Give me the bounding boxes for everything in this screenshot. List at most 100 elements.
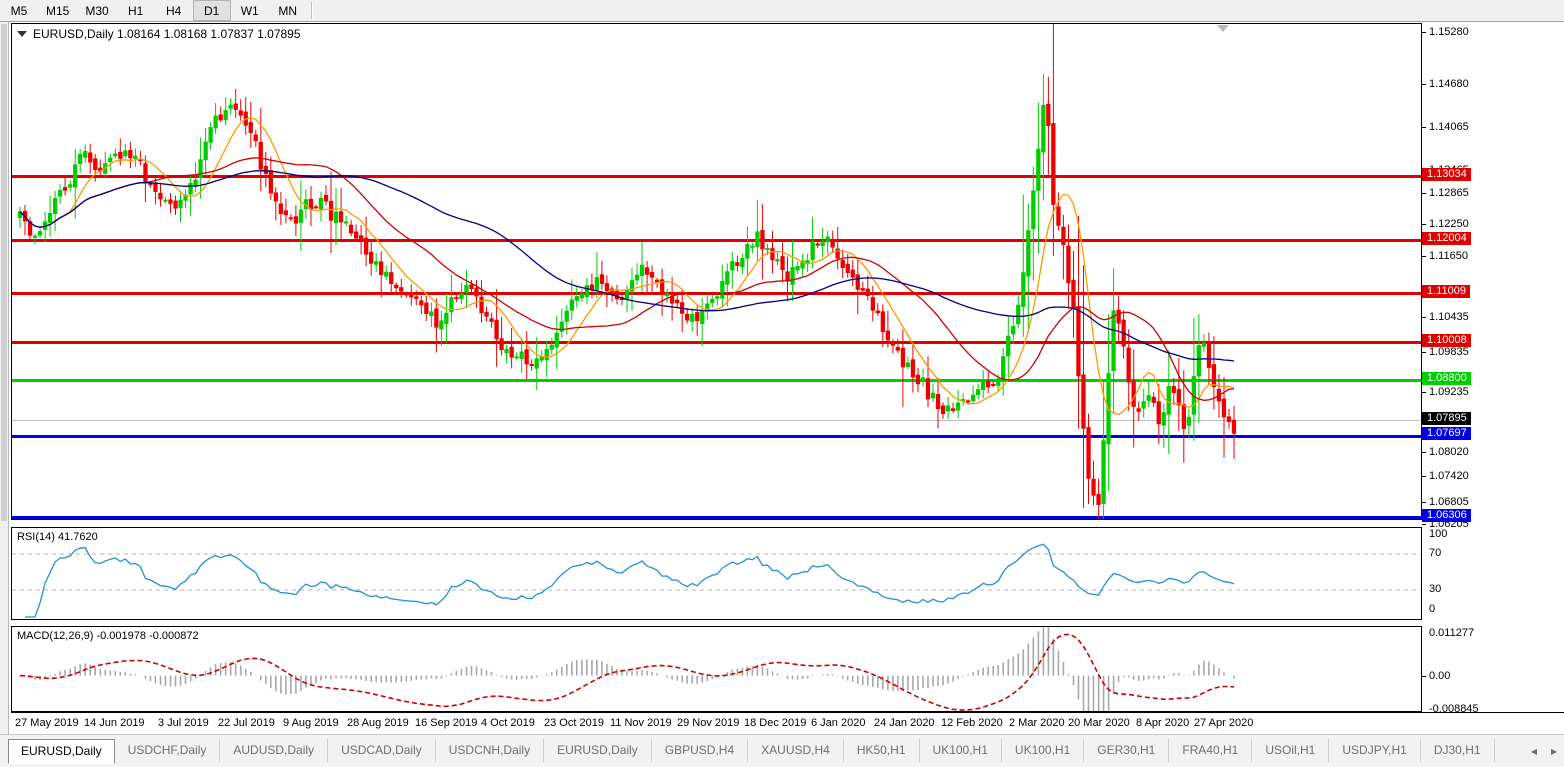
date-tick: 27 Apr 2020 (1194, 717, 1254, 729)
price-axis[interactable]: 1.15280 1.14680 1.14065 1.13465 1.12865 … (1422, 23, 1564, 530)
chart-tab-usdcnh-daily[interactable]: USDCNH,Daily (436, 739, 545, 762)
ma-fast-line (19, 117, 1235, 416)
price-tick: 1.09235 (1422, 387, 1469, 398)
rsi-series (12, 543, 1421, 618)
price-tick: 1.11650 (1422, 251, 1468, 262)
chart-tab-uk100-h1[interactable]: UK100,H1 (920, 739, 1002, 762)
price-level-badge-resistance[interactable]: 1.12004 (1422, 232, 1471, 245)
chart-tab-hk50-h1[interactable]: HK50,H1 (844, 739, 920, 762)
date-axis[interactable]: 27 May 2019 14 Jun 2019 3 Jul 2019 22 Ju… (11, 712, 1564, 734)
chart-area: EURUSD,Daily 1.08164 1.08168 1.07837 1.0… (9, 22, 1564, 734)
rsi-indicator-pane[interactable]: RSI(14) 41.7620 (11, 527, 1422, 620)
pivot-line-1-08800[interactable] (12, 379, 1421, 382)
timeframe-m15[interactable]: M15 (46, 3, 70, 18)
macd-label: MACD(12,26,9) -0.001978 -0.000872 (17, 630, 199, 642)
date-tick: 3 Jul 2019 (158, 717, 209, 729)
date-tick: 16 Sep 2019 (415, 717, 478, 729)
vertical-scrollbar[interactable] (0, 22, 9, 734)
symbol-ohlc-text: EURUSD,Daily 1.08164 1.08168 1.07837 1.0… (33, 27, 301, 41)
macd-tick: -0.008845 (1429, 703, 1479, 715)
price-level-badge-resistance[interactable]: 1.11009 (1422, 285, 1470, 298)
price-tick: 1.06205 (1422, 519, 1469, 530)
date-tick: 29 Nov 2019 (677, 717, 740, 729)
price-tick: 1.15280 (1422, 27, 1469, 38)
rsi-tick: 70 (1429, 547, 1442, 559)
last-price-line (12, 420, 1421, 421)
ma-mid-line (19, 157, 1235, 401)
date-tick: 22 Jul 2019 (218, 717, 275, 729)
chart-tab-dj30-h1[interactable]: DJ30,H1 (1421, 739, 1495, 762)
chart-tab-gbpusd-h4[interactable]: GBPUSD,H4 (652, 739, 749, 762)
support-line-1-06306[interactable] (12, 516, 1421, 519)
rsi-line (25, 543, 1235, 618)
date-tick: 2 Mar 2020 (1009, 717, 1065, 729)
support-line-1-07697[interactable] (12, 435, 1421, 438)
timeframe-w1[interactable]: W1 (240, 3, 259, 18)
chart-tab-audusd-daily[interactable]: AUDUSD,Daily (220, 739, 329, 762)
price-tick: 1.14680 (1422, 79, 1469, 90)
candlestick-series (17, 24, 1237, 519)
price-tick: 1.07420 (1422, 471, 1469, 482)
price-tick: 1.06805 (1422, 497, 1469, 508)
toolbar-empty-area (313, 0, 1564, 21)
chevron-down-icon[interactable] (17, 31, 27, 37)
timeframe-toolbar: M5 M15 M30 H1 H4 D1 W1 MN (0, 0, 1564, 22)
price-tick: 1.08020 (1422, 447, 1469, 458)
chart-tab-ger30-h1[interactable]: GER30,H1 (1084, 739, 1170, 762)
date-tick: 9 Aug 2019 (283, 717, 339, 729)
last-price-badge: 1.07895 (1422, 412, 1471, 425)
date-tick: 11 Nov 2019 (610, 717, 672, 729)
chart-tab-usoil-h1[interactable]: USOil,H1 (1252, 739, 1330, 762)
resistance-line-1-13034[interactable] (12, 175, 1421, 178)
date-tick: 18 Dec 2019 (744, 717, 807, 729)
vertical-scrollbar-thumb[interactable] (1, 24, 7, 521)
price-tick: 1.09835 (1422, 347, 1469, 358)
timeframe-h1[interactable]: H1 (128, 3, 144, 18)
resistance-line-1-10008[interactable] (12, 341, 1421, 344)
price-tick: 1.12865 (1422, 188, 1469, 199)
timeframe-m5[interactable]: M5 (10, 3, 28, 18)
toolbar-separator (310, 2, 313, 19)
date-tick: 27 May 2019 (15, 717, 79, 729)
chart-tab-fra40-h1[interactable]: FRA40,H1 (1169, 739, 1253, 762)
macd-axis: 0.011277 0.00 -0.008845 (1422, 626, 1564, 715)
timeframe-m30[interactable]: M30 (85, 3, 109, 18)
price-level-badge-pivot[interactable]: 1.08800 (1422, 372, 1471, 385)
timeframe-d1[interactable]: D1 (192, 0, 231, 21)
date-tick: 4 Oct 2019 (481, 717, 535, 729)
price-level-badge-support[interactable]: 1.07697 (1422, 427, 1471, 440)
rsi-tick: 0 (1429, 603, 1436, 615)
chevron-left-icon[interactable]: ◂ (1530, 744, 1537, 758)
price-level-badge-resistance[interactable]: 1.13034 (1422, 168, 1471, 181)
date-tick: 20 Mar 2020 (1068, 717, 1130, 729)
timeframe-h4[interactable]: H4 (166, 3, 182, 18)
resistance-line-1-12004[interactable] (12, 239, 1421, 242)
chart-top-marker-icon (1217, 25, 1229, 32)
date-tick: 8 Apr 2020 (1136, 717, 1190, 729)
chevron-right-icon[interactable]: ▸ (1550, 744, 1557, 758)
timeframe-mn[interactable]: MN (278, 3, 298, 18)
price-tick: 1.14065 (1422, 122, 1469, 133)
price-chart-pane[interactable]: EURUSD,Daily 1.08164 1.08168 1.07837 1.0… (11, 23, 1422, 520)
chart-tab-eurusd-daily[interactable]: EURUSD,Daily (8, 739, 115, 764)
rsi-axis: 100 70 30 0 (1422, 527, 1564, 620)
chart-tab-usdchf-daily[interactable]: USDCHF,Daily (115, 739, 221, 762)
chart-tab-eurusd-daily-2[interactable]: EURUSD,Daily (544, 739, 652, 762)
price-level-badge-resistance[interactable]: 1.10008 (1422, 334, 1471, 347)
macd-indicator-pane[interactable]: MACD(12,26,9) -0.001978 -0.000872 (11, 626, 1422, 712)
chart-tab-usdjpy-h1[interactable]: USDJPY,H1 (1329, 739, 1421, 762)
date-tick: 28 Aug 2019 (347, 717, 409, 729)
chart-tab-usdcad-daily[interactable]: USDCAD,Daily (328, 739, 436, 762)
date-tick: 6 Jan 2020 (811, 717, 866, 729)
price-level-badge-support[interactable]: 1.06306 (1422, 509, 1471, 522)
ma-slow-line (19, 170, 1235, 362)
price-tick: 1.10435 (1422, 312, 1469, 323)
rsi-tick: 100 (1429, 528, 1448, 540)
macd-signal-line (19, 633, 1235, 711)
chart-tabs-bar: EURUSD,Daily USDCHF,Daily AUDUSD,Daily U… (0, 734, 1564, 767)
macd-tick: 0.00 (1422, 671, 1450, 682)
chart-tab-uk100-h1-2[interactable]: UK100,H1 (1002, 739, 1085, 762)
price-tick: 1.12250 (1422, 219, 1469, 230)
chart-tab-xauusd-h4[interactable]: XAUUSD,H4 (748, 739, 844, 762)
macd-series (19, 627, 1235, 711)
